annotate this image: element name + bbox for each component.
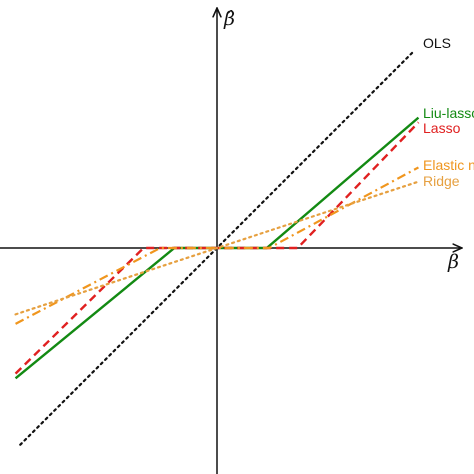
series-line-ridge — [14, 180, 420, 316]
series-lines — [14, 50, 420, 446]
series-line-lasso — [14, 121, 420, 375]
axes: β β̂ — [0, 8, 462, 474]
y-axis-title: β̂ — [223, 8, 235, 30]
legend-label-ols: OLS — [423, 35, 451, 51]
x-axis-title: β — [447, 251, 459, 273]
legend-label-lasso: Lasso — [423, 120, 461, 136]
legend-label-ridge: Ridge — [423, 173, 460, 189]
legend-label-liu-lasso: Liu-lasso — [423, 105, 474, 121]
legend-label-elastic-net: Elastic net — [423, 157, 474, 173]
